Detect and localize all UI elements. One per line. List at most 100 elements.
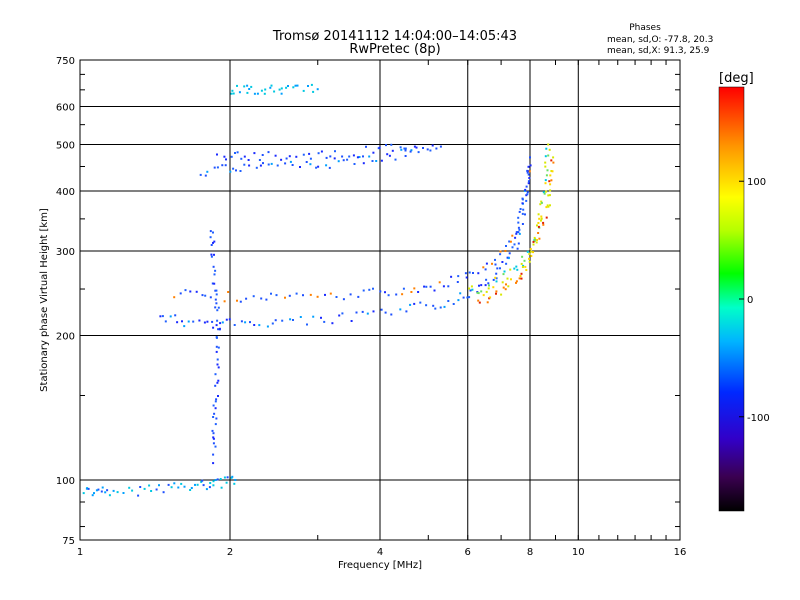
- data-point: [214, 298, 217, 301]
- data-point: [470, 285, 473, 288]
- data-point: [450, 275, 453, 278]
- data-point: [214, 384, 217, 387]
- data-point: [213, 166, 216, 169]
- data-point: [527, 165, 530, 168]
- data-point: [232, 92, 235, 95]
- data-point: [258, 324, 261, 327]
- data-point: [520, 262, 523, 265]
- data-point: [435, 147, 438, 150]
- data-point: [527, 182, 530, 185]
- data-point: [104, 491, 107, 494]
- data-point: [216, 478, 219, 481]
- data-point: [548, 194, 551, 197]
- data-point: [349, 293, 352, 296]
- data-point: [216, 166, 219, 169]
- data-point: [515, 232, 518, 235]
- data-point: [350, 320, 353, 322]
- data-point: [164, 320, 167, 323]
- data-point: [513, 243, 516, 246]
- data-point: [528, 170, 531, 173]
- data-point: [521, 212, 524, 215]
- data-point: [234, 152, 236, 154]
- data-point: [341, 312, 344, 315]
- data-point: [316, 88, 319, 91]
- data-point: [550, 179, 553, 182]
- data-point: [217, 328, 220, 331]
- data-point: [404, 149, 407, 152]
- data-point: [212, 462, 215, 465]
- data-point: [302, 89, 305, 92]
- data-point: [524, 213, 526, 216]
- data-point: [509, 268, 512, 271]
- data-point: [211, 429, 214, 432]
- data-point: [217, 379, 220, 382]
- data-point: [504, 250, 507, 252]
- data-point: [221, 164, 224, 167]
- data-point: [501, 261, 504, 263]
- data-point: [203, 321, 206, 324]
- data-point: [527, 173, 530, 176]
- data-point: [478, 301, 481, 304]
- y-axis-ticks: 75 100 200 300 400 500 600 750: [56, 56, 680, 547]
- data-point: [527, 170, 530, 173]
- data-point: [212, 265, 215, 268]
- data-point: [525, 199, 528, 202]
- data-point: [329, 155, 332, 158]
- data-point: [378, 146, 381, 149]
- data-point: [353, 163, 356, 165]
- data-point: [233, 324, 236, 326]
- data-point: [469, 289, 472, 292]
- data-point: [289, 160, 292, 163]
- data-point: [337, 160, 340, 163]
- data-point: [238, 91, 241, 94]
- data-point: [276, 164, 279, 167]
- data-point: [485, 290, 488, 293]
- data-point: [320, 150, 323, 153]
- data-point: [211, 282, 214, 285]
- data-point: [526, 193, 529, 196]
- data-point: [505, 262, 508, 265]
- data-point: [529, 164, 532, 167]
- data-point: [231, 89, 234, 92]
- data-point: [243, 163, 246, 166]
- data-point: [214, 423, 217, 426]
- data-point: [173, 482, 176, 485]
- data-point: [288, 294, 291, 297]
- data-point: [544, 155, 547, 158]
- data-point: [525, 269, 528, 271]
- data-point: [214, 407, 217, 410]
- data-point: [404, 147, 407, 150]
- data-point: [212, 442, 215, 445]
- data-point: [269, 86, 272, 89]
- data-point: [429, 149, 432, 152]
- y-axis-label: Stationary phase Virtual Height [km]: [39, 208, 50, 392]
- data-point: [155, 488, 158, 491]
- data-point: [539, 203, 542, 206]
- data-point: [537, 232, 540, 234]
- data-point: [256, 92, 259, 95]
- data-point: [487, 287, 490, 290]
- data-point: [495, 290, 498, 293]
- data-point: [243, 85, 246, 88]
- data-point: [288, 155, 291, 158]
- data-point: [194, 483, 196, 486]
- data-point: [219, 478, 222, 480]
- phases-x-line: mean, sd,X: 91.3, 25.9: [607, 46, 710, 56]
- data-point: [198, 319, 201, 322]
- data-point: [404, 155, 407, 157]
- data-point: [218, 327, 221, 330]
- data-point: [526, 191, 529, 194]
- data-point: [523, 259, 526, 262]
- x-axis-ticks: 1 2 4 6 8 10 16: [77, 60, 686, 558]
- data-point: [206, 170, 209, 173]
- data-point: [270, 292, 272, 295]
- colorbar-tick-label: -100: [747, 413, 770, 424]
- data-point: [217, 346, 220, 349]
- data-point: [546, 169, 549, 172]
- data-point: [216, 319, 219, 322]
- data-point: [325, 156, 328, 159]
- data-point: [518, 210, 521, 213]
- data-point: [196, 483, 199, 486]
- data-point: [431, 144, 434, 147]
- data-point: [425, 285, 428, 288]
